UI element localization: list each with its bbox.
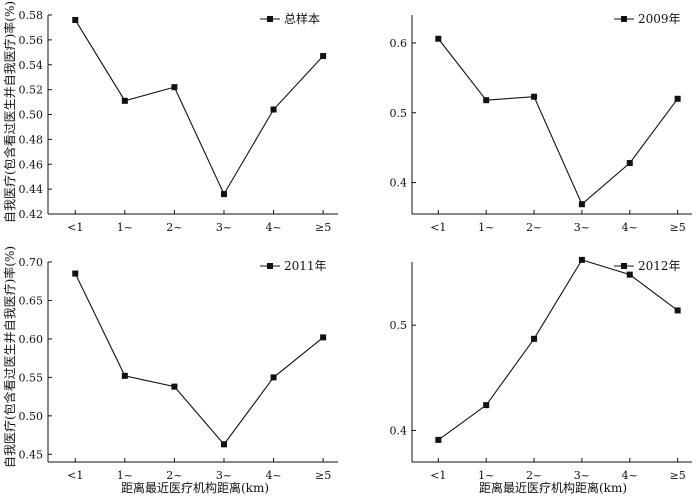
y-axis-title-bottom: 自我医疗(包含看过医生并自我医疗)率(%) — [2, 246, 17, 468]
x-tick-label: 4~ — [622, 469, 638, 482]
y-tick-label: 0.4 — [390, 177, 408, 190]
data-point — [483, 97, 490, 104]
chart-panel-2: 0.4 0.5 0.6 <1 1~ 2~ 3~ 4~ ≥5 2009年 — [390, 12, 692, 234]
legend-label: 总样本 — [284, 11, 320, 26]
x-tick-label: ≥5 — [315, 221, 331, 234]
x-axis-title-left: 距离最近医疗机构距离(km) — [121, 480, 269, 495]
legend-label: 2012年 — [638, 259, 681, 273]
y-tick-label: 0.45 — [19, 448, 44, 461]
x-tick-label: 3~ — [216, 469, 232, 482]
data-point — [483, 402, 490, 409]
x-tick-label: ≥5 — [670, 469, 686, 482]
data-point — [171, 383, 178, 390]
x-tick-label: 3~ — [216, 221, 232, 234]
data-point — [435, 35, 442, 42]
chart-panel-1: 0.42 0.44 0.46 0.48 0.50 0.52 0.54 0.56 0.58 <1 1~… — [19, 9, 338, 234]
data-point — [220, 441, 227, 448]
y-tick-label: 0.42 — [19, 208, 44, 221]
legend-marker — [267, 16, 273, 22]
legend-marker — [621, 16, 627, 22]
y-axis-title-top: 自我医疗(包含看过医生并自我医疗)率(%) — [2, 1, 17, 223]
y-tick-label: 0.54 — [19, 59, 44, 72]
data-point — [626, 160, 633, 167]
data-point — [270, 374, 277, 381]
y-tick-label: 0.55 — [19, 371, 44, 384]
y-tick-label: 0.70 — [19, 256, 44, 269]
y-tick-label: 0.5 — [390, 107, 408, 120]
x-tick-label: 2~ — [526, 469, 542, 482]
y-tick-label: 0.50 — [19, 410, 44, 423]
x-tick-label: 3~ — [574, 469, 590, 482]
y-tick-label: 0.52 — [19, 84, 44, 97]
data-point — [531, 335, 538, 342]
x-tick-label: <1 — [430, 469, 446, 482]
x-tick-label: 4~ — [265, 469, 281, 482]
series-line — [437, 38, 679, 206]
x-tick-label: 3~ — [574, 221, 590, 234]
data-point — [578, 201, 585, 208]
data-point — [578, 256, 585, 263]
data-point — [674, 95, 681, 102]
x-tick-label: ≥5 — [315, 469, 331, 482]
data-point — [435, 436, 442, 443]
chart-panel-4: 0.4 0.5 <1 1~ 2~ 3~ 4~ ≥5 2012年 — [390, 256, 692, 482]
chart-panels: 0.42 0.44 0.46 0.48 0.50 0.52 0.54 0.56 0.58 <1 1~… — [19, 9, 692, 482]
legend-marker — [621, 263, 627, 269]
x-tick-label: 4~ — [265, 221, 281, 234]
x-tick-label: 1~ — [117, 221, 133, 234]
data-point — [171, 84, 178, 91]
x-tick-label: 1~ — [117, 469, 133, 482]
legend-marker — [267, 263, 273, 269]
x-axis-title-right: 距离最近医疗机构距离(km) — [479, 480, 627, 495]
x-tick-label: <1 — [430, 221, 446, 234]
y-tick-label: 0.4 — [390, 424, 408, 437]
y-tick-label: 0.44 — [19, 183, 44, 196]
series-line — [74, 273, 324, 446]
x-tick-label: 2~ — [166, 221, 182, 234]
legend-label: 2009年 — [638, 12, 681, 26]
data-point — [220, 191, 227, 198]
x-tick-label: 2~ — [526, 221, 542, 234]
data-point — [72, 270, 79, 277]
series-line — [438, 259, 678, 441]
y-tick-label: 0.5 — [390, 319, 408, 332]
x-tick-label: 2~ — [166, 469, 182, 482]
series-line — [74, 19, 324, 196]
y-tick-label: 0.48 — [19, 133, 44, 146]
chart-panel-3: 0.45 0.50 0.55 0.60 0.65 0.70 <1 1~ 2~ 3~ 4~ ≥5 2011… — [19, 256, 338, 482]
data-point — [531, 93, 538, 100]
y-tick-label: 0.65 — [19, 294, 44, 307]
data-point — [121, 97, 128, 104]
y-tick-label: 0.58 — [19, 9, 44, 22]
y-tick-label: 0.6 — [390, 37, 408, 50]
data-point — [320, 53, 327, 60]
data-point — [121, 372, 128, 379]
x-tick-label: <1 — [67, 221, 83, 234]
x-tick-label: <1 — [67, 469, 83, 482]
legend-label: 2011年 — [284, 259, 327, 273]
y-tick-label: 0.46 — [19, 158, 44, 171]
data-point — [626, 271, 633, 278]
data-point — [320, 334, 327, 341]
y-tick-label: 0.56 — [19, 34, 44, 47]
data-point — [72, 16, 79, 23]
y-tick-label: 0.50 — [19, 109, 44, 122]
data-point — [674, 307, 681, 314]
x-tick-label: 1~ — [478, 221, 494, 234]
data-point — [270, 106, 277, 113]
x-tick-label: 1~ — [478, 469, 494, 482]
x-tick-label: 4~ — [622, 221, 638, 234]
y-tick-label: 0.60 — [19, 333, 44, 346]
x-tick-label: ≥5 — [670, 221, 686, 234]
